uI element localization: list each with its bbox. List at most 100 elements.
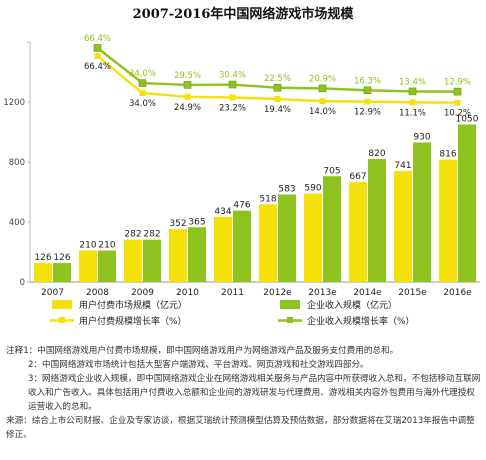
marker-enterprise-growth [273,83,282,92]
legend-label: 用户付费市场规模（亿元） [79,299,187,311]
label-enterprise-growth: 22.5% [264,74,291,84]
bar-label-enterprise-revenue: 126 [53,253,70,263]
bar-user-payment [304,193,322,282]
note-1: 注释1：中国网络游戏用户付费市场规模，即中国网络游戏用户为网络游戏产品及服务支付… [6,346,399,356]
label-user-payment-growth: 23.2% [219,103,246,113]
bar-enterprise-revenue [98,250,116,282]
marker-user-payment-growth [274,96,281,103]
bar-enterprise-revenue [458,124,476,282]
label-enterprise-growth: 20.9% [309,74,336,84]
marker-user-payment-growth [319,98,326,105]
label-user-payment-growth: 11.1% [399,108,426,118]
chart-notes: 注释1：中国网络游戏用户付费市场规模，即中国网络游戏用户为网络游戏产品及服务支付… [6,344,482,442]
marker-enterprise-growth [318,84,327,93]
legend-swatch [280,300,300,309]
bar-label-enterprise-revenue: 1050 [456,115,479,125]
legend-marker [287,317,293,323]
x-tick-label: 2009 [131,288,154,298]
bar-label-enterprise-revenue: 282 [143,230,160,240]
label-enterprise-growth: 16.3% [354,76,381,86]
note-source: 来源：综合上市公司财报、企业及专家访谈，根据艾瑞统计预测模型估算及预估数据，部分… [6,416,475,440]
bar-label-user-payment: 590 [304,184,321,194]
y-tick-label: 1200 [3,98,25,108]
label-enterprise-growth: 66.4% [84,34,111,44]
bar-label-user-payment: 434 [214,207,231,217]
legend-marker [59,317,65,323]
market-size-chart: 2007-2016年中国网络游戏市场规模 0 400 800 1200 126 126 200… [3,6,480,327]
label-user-payment-growth: 10.2% [444,109,471,119]
bar-user-payment [79,250,97,282]
marker-user-payment-growth [229,94,236,101]
label-user-payment-growth: 24.9% [174,103,201,113]
marker-enterprise-growth [453,87,462,96]
marker-enterprise-growth [408,87,417,96]
bar-label-enterprise-revenue: 476 [233,201,250,211]
y-tick-label: 400 [9,218,25,228]
x-tick-label: 2007 [41,288,64,298]
bar-user-payment [34,263,52,282]
marker-user-payment-growth [184,93,191,100]
marker-enterprise-growth [228,80,237,89]
x-tick-label: 2012e [263,288,292,298]
bar-user-payment [259,204,277,282]
bar-user-payment [214,216,232,282]
label-enterprise-growth: 29.5% [174,71,201,81]
x-tick-label: 2013e [308,288,337,298]
note-2: 2：中国网络游戏市场统计包括大型客户端游戏、平台游戏、网页游戏和社交游戏四部分。 [28,360,369,370]
bar-label-enterprise-revenue: 705 [323,166,340,176]
label-enterprise-growth: 13.4% [399,77,426,87]
marker-user-payment-growth [409,99,416,106]
x-tick-label: 2015e [398,288,427,298]
marker-user-payment-growth [94,53,101,59]
bar-enterprise-revenue [53,263,71,282]
bar-label-user-payment: 282 [124,230,141,240]
legend-label: 用户付费规模增长率（%） [79,315,187,327]
bar-user-payment [124,239,142,282]
label-enterprise-growth: 30.4% [219,71,246,81]
y-tick-label: 0 [20,278,25,288]
bar-enterprise-revenue [233,210,251,282]
marker-user-payment-growth [139,90,146,97]
y-tick-label: 800 [9,158,25,168]
label-user-payment-growth: 34.0% [129,99,156,109]
bar-label-user-payment: 667 [349,172,366,182]
bar-user-payment [349,181,367,282]
bar-label-user-payment: 126 [34,253,51,263]
marker-enterprise-growth [138,79,147,87]
bar-label-enterprise-revenue: 365 [188,217,205,227]
bar-label-user-payment: 816 [439,150,456,160]
x-tick-label: 2010 [176,288,199,298]
bar-label-user-payment: 741 [394,161,411,171]
bar-enterprise-revenue [323,176,341,282]
marker-enterprise-growth [93,44,102,52]
bar-enterprise-revenue [188,227,206,282]
label-enterprise-growth: 12.9% [444,78,471,88]
bar-label-user-payment: 352 [169,219,186,229]
x-tick-label: 2011 [221,288,244,298]
bar-label-enterprise-revenue: 820 [368,149,385,159]
label-user-payment-growth: 19.4% [264,105,291,115]
bar-user-payment [169,229,187,282]
bar-enterprise-revenue [413,142,431,282]
note-3: 3：网络游戏企业收入规模，即中国网络游戏企业在网络游戏相关服务与产品内容中所获得… [28,374,481,412]
marker-enterprise-growth [183,81,192,89]
x-tick-label: 2014e [353,288,382,298]
x-tick-label: 2008 [86,288,109,298]
bar-user-payment [439,159,457,282]
bar-enterprise-revenue [278,194,296,282]
marker-user-payment-growth [454,99,461,106]
label-user-payment-growth: 14.0% [309,107,336,117]
bar-enterprise-revenue [368,159,386,282]
legend-label: 企业收入规模（亿元） [307,299,397,311]
bar-label-enterprise-revenue: 930 [413,133,430,143]
bar-label-enterprise-revenue: 210 [98,241,115,251]
bar-label-enterprise-revenue: 583 [278,185,295,195]
legend-label: 企业收入规模增长率（%） [307,315,415,327]
bar-label-user-payment: 518 [259,194,276,204]
chart-title: 2007-2016年中国网络游戏市场规模 [133,6,355,22]
label-enterprise-growth: 34.0% [129,69,156,79]
label-user-payment-growth: 12.9% [354,108,381,118]
bar-label-user-payment: 210 [79,241,96,251]
label-user-payment-growth: 66.4% [84,62,111,72]
legend-swatch [52,300,72,309]
